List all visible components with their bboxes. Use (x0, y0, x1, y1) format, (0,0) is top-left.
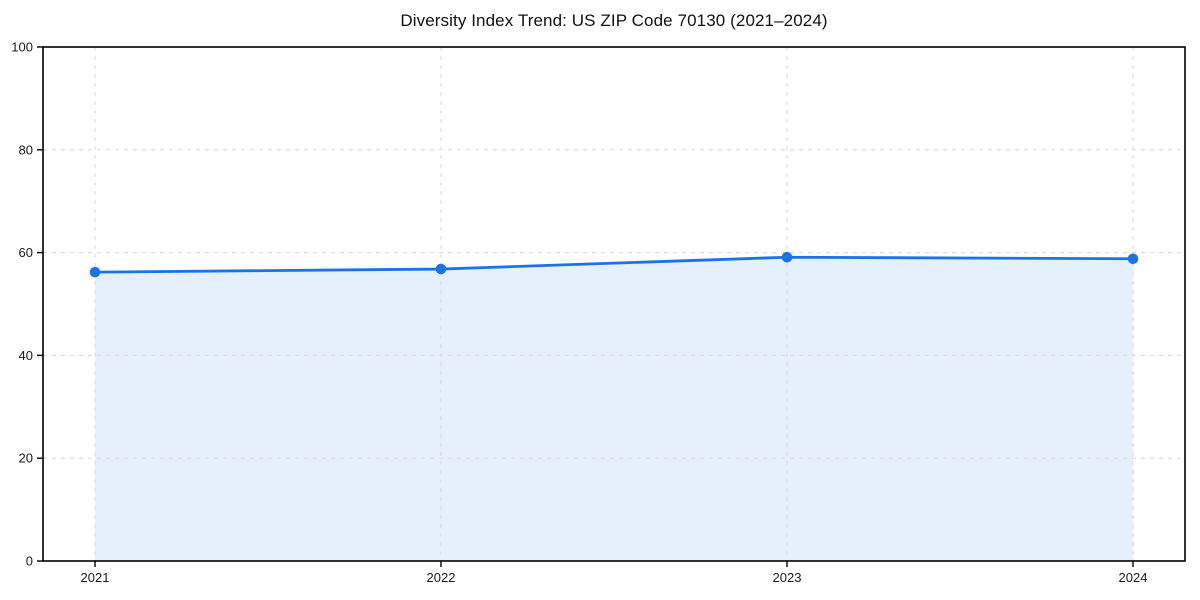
x-axis-tick-label: 2022 (427, 570, 456, 585)
trend-line (93, 255, 1135, 274)
y-axis-tick-label: 100 (11, 40, 33, 55)
x-axis-tick-label: 2023 (773, 570, 802, 585)
chart-title: Diversity Index Trend: US ZIP Code 70130… (400, 11, 828, 30)
y-axis-tick-label: 60 (19, 245, 33, 260)
data-point-2021 (89, 266, 101, 278)
data-point-2024 (1127, 253, 1139, 265)
y-axis-tick-label: 40 (19, 348, 33, 363)
x-axis-tick-label: 2021 (81, 570, 110, 585)
y-axis-tick-label: 20 (19, 451, 33, 466)
y-axis-tick-label: 0 (26, 554, 33, 569)
data-point-2022 (435, 263, 447, 275)
data-point-2023 (781, 251, 793, 263)
area-fill (95, 257, 1133, 561)
plot-border (42, 46, 1186, 562)
y-axis-tick-label: 80 (19, 142, 33, 157)
x-axis-tick-label: 2024 (1119, 570, 1148, 585)
